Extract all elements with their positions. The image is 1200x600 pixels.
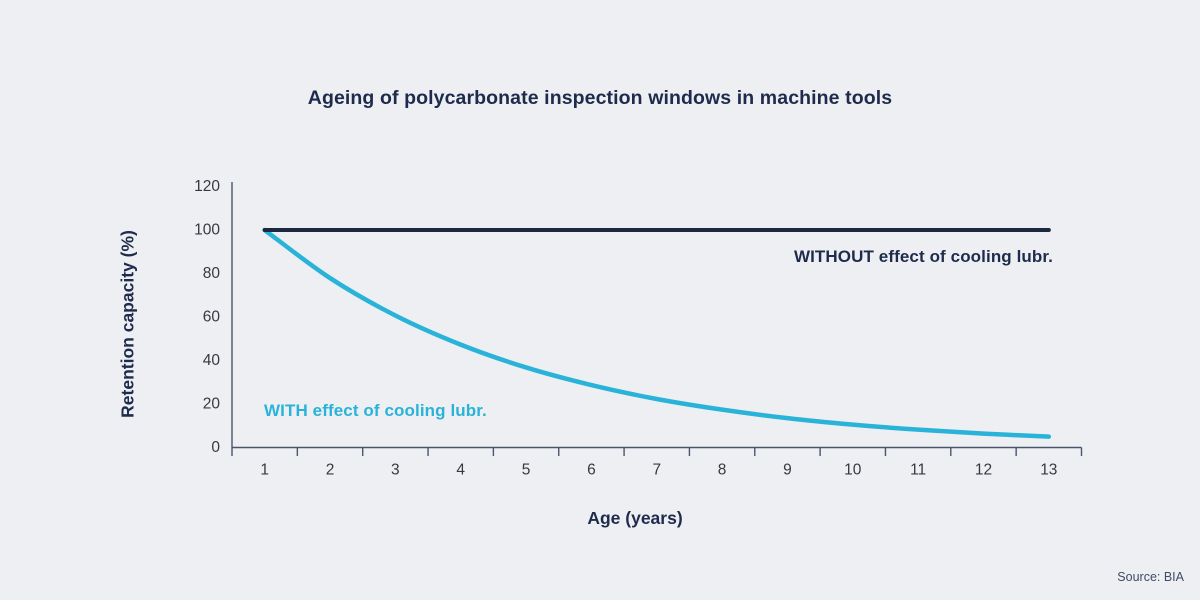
x-tick-label: 13: [1040, 462, 1057, 479]
x-tick-label: 6: [587, 462, 596, 479]
y-axis-title: Retention capacity (%): [117, 230, 138, 418]
x-tick-label: 5: [522, 462, 531, 479]
x-tick-label: 3: [391, 462, 400, 479]
x-tick-label: 8: [718, 462, 727, 479]
y-tick-label: 20: [203, 396, 221, 413]
y-tick-label: 80: [203, 265, 221, 282]
y-tick-label: 100: [194, 222, 220, 239]
x-tick-label: 2: [326, 462, 335, 479]
series-label-without: WITHOUT effect of cooling lubr.: [793, 247, 1053, 266]
chart-title: Ageing of polycarbonate inspection windo…: [307, 87, 893, 109]
x-tick-label: 12: [975, 462, 992, 479]
x-tick-label: 4: [456, 462, 465, 479]
x-axis-title: Age (years): [587, 508, 683, 528]
x-tick-label: 11: [910, 462, 926, 479]
x-tick-label: 7: [652, 462, 661, 479]
y-tick-label: 40: [203, 352, 221, 369]
series-line-with: [262, 227, 1052, 439]
y-tick-label: 120: [194, 178, 220, 195]
series-label-with: WITH effect of cooling lubr.: [264, 401, 487, 420]
x-tick-label: 1: [260, 462, 269, 479]
y-tick-label: 60: [203, 309, 221, 326]
x-tick-label: 9: [783, 462, 792, 479]
source-note: Source: BIA: [1117, 570, 1184, 584]
y-tick-label: 0: [211, 439, 220, 456]
x-tick-label: 10: [844, 462, 862, 479]
